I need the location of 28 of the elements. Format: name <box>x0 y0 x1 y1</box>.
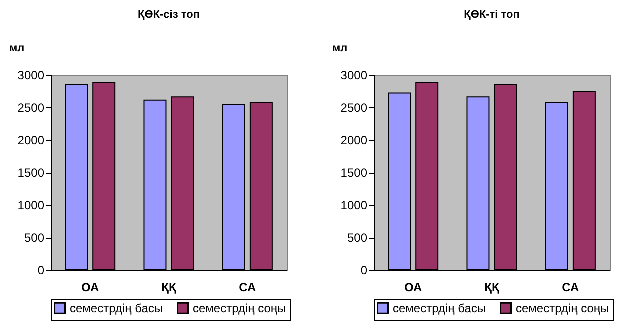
x-tick-label: СА <box>562 280 580 294</box>
y-axis-title: мл <box>10 42 25 54</box>
y-axis-title: мл <box>332 42 348 54</box>
chart-title: ҚӨК-ті топ <box>464 9 520 21</box>
y-tick-label: 2500 <box>18 101 45 115</box>
legend-label: семестрдің басы <box>70 301 164 316</box>
y-tick-label: 500 <box>347 231 368 245</box>
y-tick-label: 3000 <box>340 68 368 82</box>
x-tick-label: СА <box>239 280 257 294</box>
y-tick-label: 1500 <box>340 166 368 180</box>
legend-label: семестрдің соңы <box>193 301 286 316</box>
y-tick-label: 0 <box>360 264 368 278</box>
y-tick-label: 2000 <box>18 134 45 148</box>
x-tick-label: ҚҚ <box>162 280 177 294</box>
y-tick-label: 500 <box>24 231 45 245</box>
x-tick-label: ОА <box>81 280 100 294</box>
y-tick-label: 1000 <box>18 198 45 212</box>
y-tick-label: 2500 <box>340 101 368 115</box>
x-tick-label: ОА <box>404 280 423 294</box>
chart-title: ҚӨК-сіз топ <box>138 9 200 21</box>
y-tick-label: 0 <box>38 264 45 278</box>
y-tick-label: 1500 <box>18 166 45 180</box>
y-tick-label: 3000 <box>18 68 45 82</box>
y-tick-label: 2000 <box>340 134 368 148</box>
legend-label: семестрдің соңы <box>516 301 610 316</box>
legend-label: семестрдің басы <box>393 301 486 316</box>
x-tick-label: ҚҚ <box>484 280 500 294</box>
y-tick-label: 1000 <box>340 198 368 212</box>
